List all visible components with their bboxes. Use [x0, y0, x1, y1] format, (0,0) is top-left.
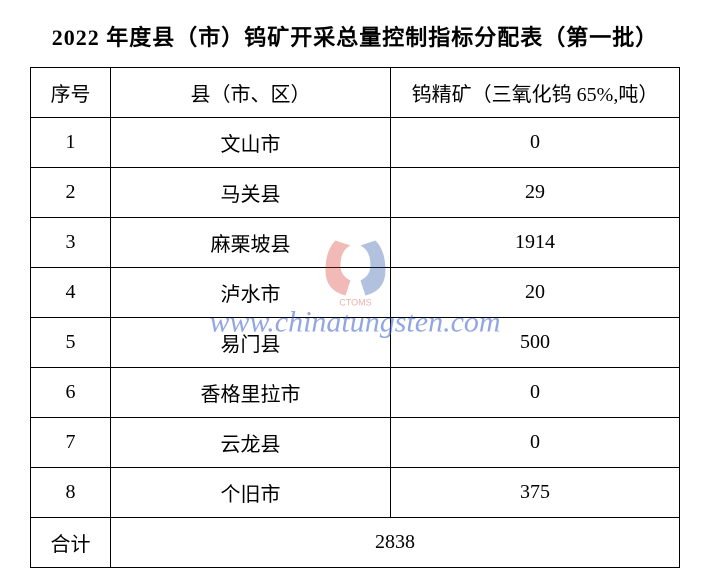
cell-seq: 6 — [31, 368, 111, 418]
header-value: 钨精矿（三氧化钨 65%,吨） — [391, 68, 680, 118]
cell-county: 个旧市 — [111, 468, 391, 518]
header-seq: 序号 — [31, 68, 111, 118]
cell-value: 500 — [391, 318, 680, 368]
cell-seq: 2 — [31, 168, 111, 218]
table-body: 1 文山市 0 2 马关县 29 3 麻栗坡县 1914 4 泸水市 20 5 … — [31, 118, 680, 568]
cell-county: 香格里拉市 — [111, 368, 391, 418]
allocation-table: 序号 县（市、区） 钨精矿（三氧化钨 65%,吨） 1 文山市 0 2 马关县 … — [30, 67, 680, 568]
table-row: 5 易门县 500 — [31, 318, 680, 368]
table-total-row: 合计 2838 — [31, 518, 680, 568]
table-row: 1 文山市 0 — [31, 118, 680, 168]
table-header-row: 序号 县（市、区） 钨精矿（三氧化钨 65%,吨） — [31, 68, 680, 118]
table-row: 3 麻栗坡县 1914 — [31, 218, 680, 268]
cell-value: 0 — [391, 368, 680, 418]
cell-seq: 5 — [31, 318, 111, 368]
cell-value: 20 — [391, 268, 680, 318]
cell-seq: 3 — [31, 218, 111, 268]
total-label: 合计 — [31, 518, 111, 568]
cell-seq: 4 — [31, 268, 111, 318]
table-row: 2 马关县 29 — [31, 168, 680, 218]
cell-county: 麻栗坡县 — [111, 218, 391, 268]
cell-value: 29 — [391, 168, 680, 218]
cell-county: 泸水市 — [111, 268, 391, 318]
page-title: 2022 年度县（市）钨矿开采总量控制指标分配表（第一批） — [30, 20, 680, 52]
cell-value: 0 — [391, 418, 680, 468]
table-row: 4 泸水市 20 — [31, 268, 680, 318]
table-row: 6 香格里拉市 0 — [31, 368, 680, 418]
cell-seq: 7 — [31, 418, 111, 468]
total-value: 2838 — [111, 518, 680, 568]
cell-seq: 8 — [31, 468, 111, 518]
header-county: 县（市、区） — [111, 68, 391, 118]
cell-county: 易门县 — [111, 318, 391, 368]
cell-county: 马关县 — [111, 168, 391, 218]
cell-seq: 1 — [31, 118, 111, 168]
table-row: 7 云龙县 0 — [31, 418, 680, 468]
cell-value: 0 — [391, 118, 680, 168]
cell-value: 1914 — [391, 218, 680, 268]
cell-county: 云龙县 — [111, 418, 391, 468]
cell-value: 375 — [391, 468, 680, 518]
cell-county: 文山市 — [111, 118, 391, 168]
table-row: 8 个旧市 375 — [31, 468, 680, 518]
